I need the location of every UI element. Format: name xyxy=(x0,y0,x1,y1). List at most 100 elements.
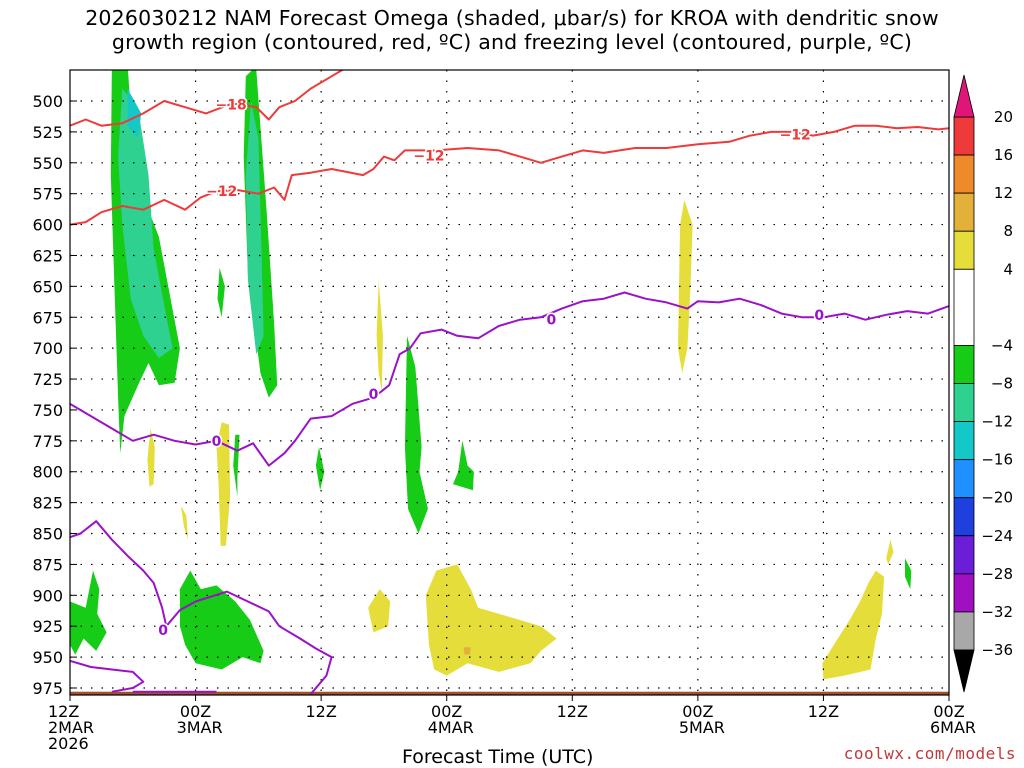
x-tick-label-84-1: 6MAR xyxy=(930,718,976,737)
omega-region-14 xyxy=(180,506,189,540)
credit-link[interactable]: coolwx.com/models xyxy=(843,744,1016,763)
freezing-contour-label-4: 0 xyxy=(212,434,222,450)
x-tick-label-48-0: 12Z xyxy=(557,702,588,721)
omega-shading xyxy=(70,70,912,680)
omega-region-1 xyxy=(118,88,173,358)
y-tick-label-650: 650 xyxy=(32,277,63,296)
colorbar-bin-4 xyxy=(953,268,975,346)
y-tick-label-950: 950 xyxy=(32,648,63,667)
colorbar-label-8: −16 xyxy=(981,451,1013,469)
colorbar-bin-3 xyxy=(953,230,975,270)
colorbar-bin-8 xyxy=(953,459,975,499)
y-tick-label-975: 975 xyxy=(32,679,63,698)
colorbar-label-11: −28 xyxy=(981,565,1013,583)
colorbar-bin-1 xyxy=(953,154,975,194)
colorbar-label-5: −4 xyxy=(991,336,1013,354)
y-tick-label-825: 825 xyxy=(32,494,63,513)
chart-title-line1: 2026030212 NAM Forecast Omega (shaded, μ… xyxy=(85,6,939,30)
colorbar-label-9: −20 xyxy=(981,489,1013,507)
omega-region-4 xyxy=(245,101,264,355)
dendritic-contour-label-2: −12 xyxy=(413,148,444,164)
terrain-layer xyxy=(70,691,949,695)
y-tick-label-750: 750 xyxy=(32,401,63,420)
y-tick-label-775: 775 xyxy=(32,432,63,451)
omega-region-11 xyxy=(70,570,107,655)
y-axis: 500 525 550 575 600 625 650 675 700 725 750 775 800 8… xyxy=(32,92,77,698)
colorbar-bottom-arrow xyxy=(953,649,975,693)
x-tick-label-60-0: 00Z xyxy=(682,702,713,721)
omega-region-5 xyxy=(217,267,225,318)
omega-region-19 xyxy=(463,647,471,655)
omega-region-15 xyxy=(216,422,231,546)
y-tick-label-900: 900 xyxy=(32,586,63,605)
colorbar-label-6: −8 xyxy=(991,375,1013,393)
x-tick-label-0-0: 12Z xyxy=(48,702,79,721)
colorbar-label-2: 12 xyxy=(994,184,1013,202)
freezing-contour-8 xyxy=(70,520,333,695)
colorbar-bin-10 xyxy=(953,535,975,575)
colorbar-bin-6 xyxy=(953,383,975,422)
freezing-contour-label-6: 0 xyxy=(546,313,556,329)
y-tick-label-925: 925 xyxy=(32,617,63,636)
colorbar-bin-7 xyxy=(953,421,975,461)
dendritic-contour-label-1: −12 xyxy=(206,184,237,200)
dendritic-contour-label-0: −18 xyxy=(216,98,247,114)
omega-region-21 xyxy=(886,539,894,565)
y-tick-label-725: 725 xyxy=(32,370,63,389)
y-tick-label-625: 625 xyxy=(32,246,63,265)
omega-region-9 xyxy=(453,440,474,491)
plot-frame xyxy=(69,69,950,696)
colorbar-bin-5 xyxy=(953,345,975,384)
x-tick-label-36-1: 4MAR xyxy=(428,718,474,737)
omega-region-22 xyxy=(822,570,885,680)
x-tick-label-0-1: 2MAR xyxy=(48,718,94,737)
omega-region-20 xyxy=(678,199,693,373)
colorbar-label-3: 8 xyxy=(1003,222,1013,240)
colorbar: 20 16 12 8 4 −4 −8 −12 −16 −20 −24 −28 −32 −36 xyxy=(953,74,1013,693)
y-tick-label-850: 850 xyxy=(32,525,63,544)
contour-lines xyxy=(70,70,949,695)
colorbar-label-10: −24 xyxy=(981,527,1013,545)
y-tick-label-875: 875 xyxy=(32,555,63,574)
x-axis-title: Forecast Time (UTC) xyxy=(402,746,594,768)
omega-region-17 xyxy=(368,589,391,633)
y-tick-label-500: 500 xyxy=(32,92,63,111)
x-tick-label-12-0: 00Z xyxy=(180,702,211,721)
colorbar-label-1: 16 xyxy=(994,146,1013,164)
x-tick-label-60-1: 5MAR xyxy=(679,718,725,737)
colorbar-label-7: −12 xyxy=(981,413,1013,431)
dendritic-contour-0 xyxy=(70,70,345,127)
colorbar-label-12: −32 xyxy=(981,603,1013,621)
x-tick-label-72-0: 12Z xyxy=(808,702,839,721)
colorbar-label-13: −36 xyxy=(981,641,1013,659)
x-tick-label-12-1: 3MAR xyxy=(177,718,223,737)
colorbar-bin-12 xyxy=(953,611,975,651)
x-tick-label-0-2: 2026 xyxy=(48,734,89,753)
omega-region-12 xyxy=(179,570,264,670)
colorbar-label-0: 20 xyxy=(994,108,1013,126)
omega-region-13 xyxy=(147,428,155,487)
freezing-contour-4 xyxy=(70,291,949,467)
omega-region-7 xyxy=(315,447,325,491)
x-tick-label-36-0: 00Z xyxy=(431,702,462,721)
y-tick-label-800: 800 xyxy=(32,463,63,482)
omega-region-10 xyxy=(905,558,912,590)
freezing-contour-label-5: 0 xyxy=(369,387,379,403)
y-tick-label-700: 700 xyxy=(32,339,63,358)
x-tick-label-84-0: 00Z xyxy=(933,702,964,721)
colorbar-top-arrow xyxy=(953,74,975,118)
terrain-band xyxy=(70,691,949,695)
omega-region-2 xyxy=(127,88,142,139)
colorbar-bin-9 xyxy=(953,497,975,537)
dendritic-contour-1 xyxy=(70,124,949,226)
freezing-contour-label-7: 0 xyxy=(814,308,824,324)
y-tick-label-675: 675 xyxy=(32,308,63,327)
dendritic-contour-label-3: −12 xyxy=(780,127,811,143)
colorbar-bin-11 xyxy=(953,573,975,613)
omega-region-16 xyxy=(376,280,383,392)
colorbar-label-4: 4 xyxy=(1003,260,1013,278)
y-tick-label-525: 525 xyxy=(32,123,63,142)
y-tick-label-575: 575 xyxy=(32,185,63,204)
